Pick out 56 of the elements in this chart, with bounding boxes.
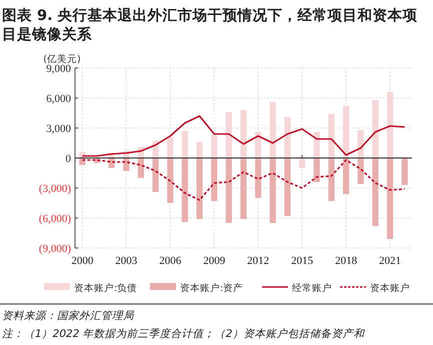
x-tick-label: 2015 [291, 255, 314, 267]
x-tick-label: 2012 [247, 255, 270, 267]
legend-label: 资本账户 [370, 282, 410, 294]
bar [270, 102, 276, 158]
x-tick-label: 2021 [379, 255, 402, 267]
x-tick-label: 2006 [159, 255, 182, 267]
bar [386, 92, 394, 158]
y-tick-label: 3,000 [46, 123, 72, 135]
text: 注：（1）2022 年数据为前三季度合计值；（2）资本账户包括储备资产和 [2, 328, 366, 340]
bar [211, 135, 218, 158]
bar [402, 158, 408, 185]
bar [182, 158, 188, 222]
bar [358, 158, 364, 184]
y-tick-label: (9,000) [38, 243, 72, 255]
y-tick-label: 6,000 [46, 93, 72, 105]
bar [386, 158, 394, 239]
bar [314, 132, 320, 158]
x-tick-label: 2000 [71, 255, 94, 267]
y-tick-label: 9,000 [46, 63, 72, 75]
bar [372, 100, 378, 158]
x-tick-label: 2003 [115, 255, 138, 267]
bar [342, 106, 350, 158]
bar [342, 158, 350, 194]
bar [328, 114, 334, 158]
bar [196, 158, 203, 219]
bar [152, 158, 159, 192]
y-tick-label: (3,000) [38, 183, 72, 195]
bar [255, 158, 262, 198]
bar [226, 112, 232, 158]
y-tick-label: 0 [66, 153, 72, 165]
legend-label: 资本账户:资产 [180, 282, 244, 294]
bar [240, 110, 247, 158]
y-axis-title: (亿美元) [43, 53, 81, 65]
x-tick-label: 2018 [335, 255, 358, 267]
text: 资料来源：国家外汇管理局 [2, 310, 135, 322]
bar [270, 158, 276, 223]
bar [196, 142, 203, 158]
bar [284, 158, 291, 216]
bar [240, 158, 247, 219]
bar [123, 158, 130, 171]
bar [358, 130, 364, 158]
bar [211, 158, 218, 201]
bar [284, 117, 291, 158]
bar [182, 131, 188, 158]
x-tick-label: 2009 [203, 255, 226, 267]
bar [226, 158, 232, 223]
bar [314, 158, 320, 182]
legend-label: 经常账户 [292, 282, 332, 294]
bar [167, 137, 174, 158]
y-tick-label: (6,000) [38, 213, 72, 225]
bar [167, 158, 174, 203]
bar [299, 158, 306, 168]
bar [372, 158, 378, 226]
chart-title: 图表 9. 央行基本退出外汇市场干预情况下，经常项目和资本项目是镜像关系 [2, 6, 419, 43]
legend-label: 资本账户:负债 [74, 282, 138, 294]
bar [328, 158, 334, 201]
